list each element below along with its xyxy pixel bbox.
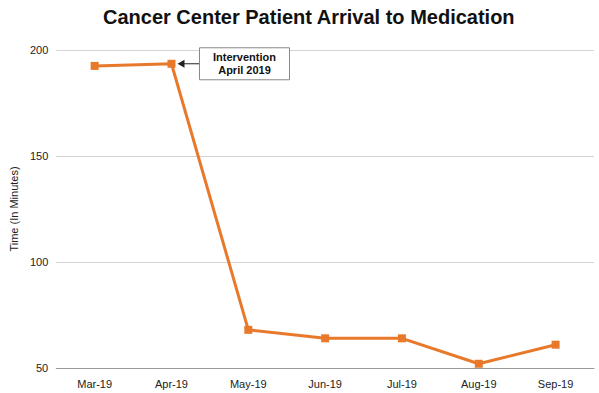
svg-text:Aug-19: Aug-19 (461, 378, 496, 390)
svg-text:Jul-19: Jul-19 (387, 378, 417, 390)
svg-text:Mar-19: Mar-19 (77, 378, 112, 390)
svg-text:50: 50 (36, 362, 48, 374)
svg-text:Sep-19: Sep-19 (538, 378, 573, 390)
svg-text:Intervention: Intervention (213, 51, 276, 63)
svg-text:Cancer Center Patient Arrival: Cancer Center Patient Arrival to Medicat… (103, 6, 515, 28)
svg-text:May-19: May-19 (230, 378, 267, 390)
svg-text:Time (In Minutes): Time (In Minutes) (8, 166, 20, 251)
svg-text:100: 100 (30, 256, 48, 268)
svg-text:200: 200 (30, 44, 48, 56)
svg-text:Apr-19: Apr-19 (155, 378, 188, 390)
svg-text:April 2019: April 2019 (218, 64, 271, 76)
svg-text:150: 150 (30, 150, 48, 162)
svg-text:Jun-19: Jun-19 (308, 378, 342, 390)
